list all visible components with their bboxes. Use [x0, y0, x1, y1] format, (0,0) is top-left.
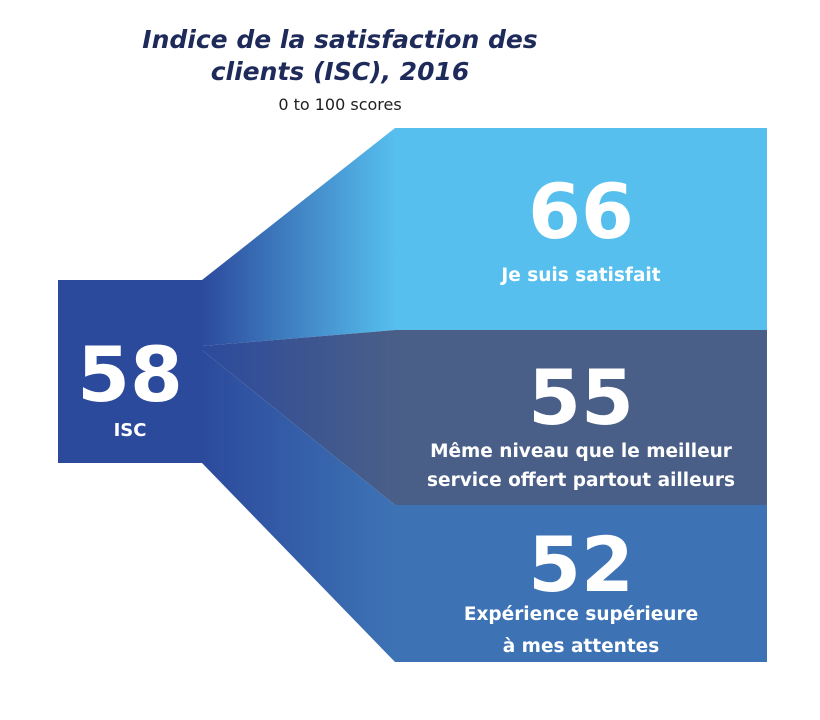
label-satisfait: Je suis satisfait — [499, 265, 660, 286]
label-meme-niveau-line-1: Même niveau que le meilleur — [430, 441, 733, 462]
chart-title-line-1: Indice de la satisfaction des — [142, 25, 537, 54]
connector-satisfait — [202, 128, 395, 346]
label-superieure-line-1: Expérience supérieure — [464, 604, 698, 625]
bar-meme-niveau — [395, 330, 767, 505]
label-superieure-line-2: à mes attentes — [503, 636, 660, 657]
bar-superieure — [395, 505, 767, 662]
category-satisfait: 66 Je suis satisfait — [395, 128, 767, 330]
label-meme-niveau-line-2: service offert partout ailleurs — [427, 470, 735, 491]
value-superieure: 52 — [528, 520, 634, 609]
category-meme-niveau: 55 Même niveau que le meilleur service o… — [395, 330, 767, 505]
connector-superieure — [202, 350, 395, 662]
isc-label: ISC — [114, 420, 147, 441]
value-satisfait: 66 — [528, 167, 634, 256]
value-meme-niveau: 55 — [528, 353, 634, 442]
isc-box — [58, 280, 202, 463]
chart-subtitle: 0 to 100 scores — [278, 95, 401, 114]
bar-satisfait — [395, 128, 767, 330]
chart-title-line-2: clients (ISC), 2016 — [211, 57, 470, 86]
category-superieure: 52 Expérience supérieure à mes attentes — [395, 505, 767, 662]
isc-value: 58 — [77, 330, 183, 419]
connector-meme-niveau — [202, 330, 395, 505]
